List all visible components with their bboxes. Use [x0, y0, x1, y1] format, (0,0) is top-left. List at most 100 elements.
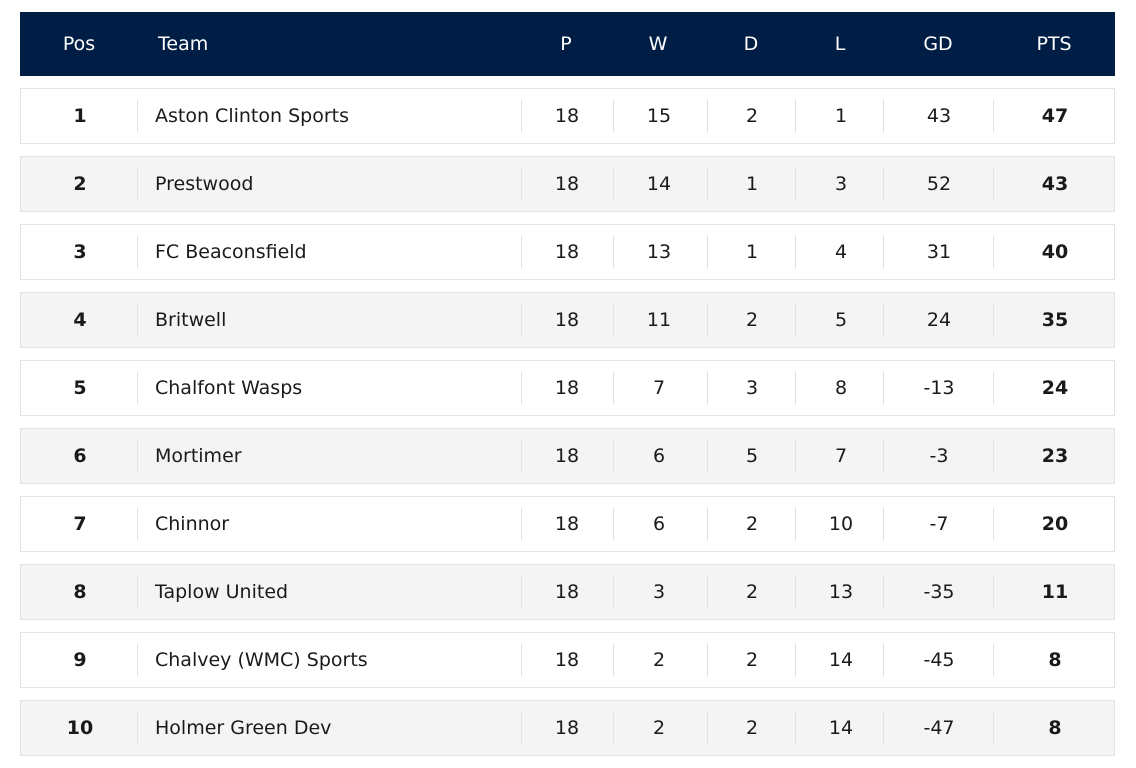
- header-played: P: [560, 33, 572, 55]
- cell-played: 18: [554, 445, 580, 467]
- cell-pos: 8: [73, 581, 87, 603]
- column-divider: [993, 439, 994, 473]
- column-divider: [883, 99, 884, 133]
- table-row: 4 Britwell 18 11 2 5 24 35: [20, 292, 1115, 348]
- column-divider: [993, 99, 994, 133]
- table-row: 8 Taplow United 18 3 2 13 -35 11: [20, 564, 1115, 620]
- cell-pos: 3: [73, 241, 87, 263]
- cell-pos: 1: [73, 105, 87, 127]
- cell-lost: 13: [828, 581, 854, 603]
- cell-points: 8: [1048, 649, 1062, 671]
- column-divider: [613, 167, 614, 201]
- column-divider: [795, 711, 796, 745]
- column-divider: [883, 507, 884, 541]
- table-row: 3 FC Beaconsfield 18 13 1 4 31 40: [20, 224, 1115, 280]
- header-points: PTS: [1036, 33, 1072, 55]
- column-divider: [707, 711, 708, 745]
- column-divider: [993, 303, 994, 337]
- column-divider: [883, 167, 884, 201]
- cell-played: 18: [554, 717, 580, 739]
- cell-drawn: 1: [745, 173, 759, 195]
- column-divider: [613, 643, 614, 677]
- cell-played: 18: [554, 513, 580, 535]
- cell-points: 35: [1041, 309, 1069, 331]
- header-drawn: D: [743, 33, 759, 55]
- cell-drawn: 3: [745, 377, 759, 399]
- column-divider: [883, 711, 884, 745]
- column-divider: [137, 643, 138, 677]
- cell-team: Britwell: [155, 309, 227, 331]
- table-row: 1 Aston Clinton Sports 18 15 2 1 43 47: [20, 88, 1115, 144]
- cell-pos: 5: [73, 377, 87, 399]
- cell-won: 3: [652, 581, 666, 603]
- cell-pos: 4: [73, 309, 87, 331]
- column-divider: [521, 99, 522, 133]
- column-divider: [521, 643, 522, 677]
- column-divider: [613, 303, 614, 337]
- cell-won: 2: [652, 717, 666, 739]
- cell-pos: 6: [73, 445, 87, 467]
- column-divider: [521, 507, 522, 541]
- header-goal-difference: GD: [923, 33, 953, 55]
- cell-played: 18: [554, 105, 580, 127]
- column-divider: [521, 439, 522, 473]
- cell-goal-difference: 31: [926, 241, 952, 263]
- column-divider: [883, 235, 884, 269]
- table-row: 5 Chalfont Wasps 18 7 3 8 -13 24: [20, 360, 1115, 416]
- cell-lost: 14: [828, 649, 854, 671]
- column-divider: [707, 99, 708, 133]
- column-divider: [993, 643, 994, 677]
- cell-goal-difference: 52: [926, 173, 952, 195]
- cell-team: Aston Clinton Sports: [155, 105, 349, 127]
- cell-drawn: 1: [745, 241, 759, 263]
- cell-won: 13: [646, 241, 672, 263]
- column-divider: [613, 507, 614, 541]
- cell-lost: 8: [834, 377, 848, 399]
- cell-goal-difference: -13: [923, 377, 955, 399]
- cell-points: 47: [1041, 105, 1069, 127]
- column-divider: [883, 303, 884, 337]
- cell-lost: 5: [834, 309, 848, 331]
- column-divider: [707, 371, 708, 405]
- column-divider: [707, 643, 708, 677]
- table-row: 10 Holmer Green Dev 18 2 2 14 -47 8: [20, 700, 1115, 756]
- cell-drawn: 5: [745, 445, 759, 467]
- cell-drawn: 2: [745, 309, 759, 331]
- column-divider: [613, 371, 614, 405]
- column-divider: [137, 303, 138, 337]
- column-divider: [795, 643, 796, 677]
- column-divider: [521, 167, 522, 201]
- cell-lost: 4: [834, 241, 848, 263]
- column-divider: [613, 575, 614, 609]
- column-divider: [795, 303, 796, 337]
- cell-pos: 10: [66, 717, 94, 739]
- column-divider: [521, 235, 522, 269]
- column-divider: [613, 235, 614, 269]
- column-divider: [795, 371, 796, 405]
- cell-played: 18: [554, 377, 580, 399]
- cell-won: 14: [646, 173, 672, 195]
- cell-played: 18: [554, 649, 580, 671]
- cell-points: 43: [1041, 173, 1069, 195]
- cell-drawn: 2: [745, 717, 759, 739]
- column-divider: [521, 303, 522, 337]
- column-divider: [883, 371, 884, 405]
- cell-won: 11: [646, 309, 672, 331]
- header-lost: L: [834, 33, 846, 55]
- column-divider: [137, 439, 138, 473]
- cell-lost: 1: [834, 105, 848, 127]
- column-divider: [993, 167, 994, 201]
- column-divider: [707, 303, 708, 337]
- cell-goal-difference: -45: [923, 649, 955, 671]
- column-divider: [613, 711, 614, 745]
- cell-lost: 7: [834, 445, 848, 467]
- table-header: Pos Team P W D L GD PTS: [20, 12, 1115, 76]
- cell-points: 11: [1041, 581, 1069, 603]
- column-divider: [993, 507, 994, 541]
- cell-won: 6: [652, 445, 666, 467]
- cell-played: 18: [554, 173, 580, 195]
- cell-drawn: 2: [745, 649, 759, 671]
- cell-team: Chinnor: [155, 513, 230, 535]
- column-divider: [883, 439, 884, 473]
- cell-team: Chalfont Wasps: [155, 377, 303, 399]
